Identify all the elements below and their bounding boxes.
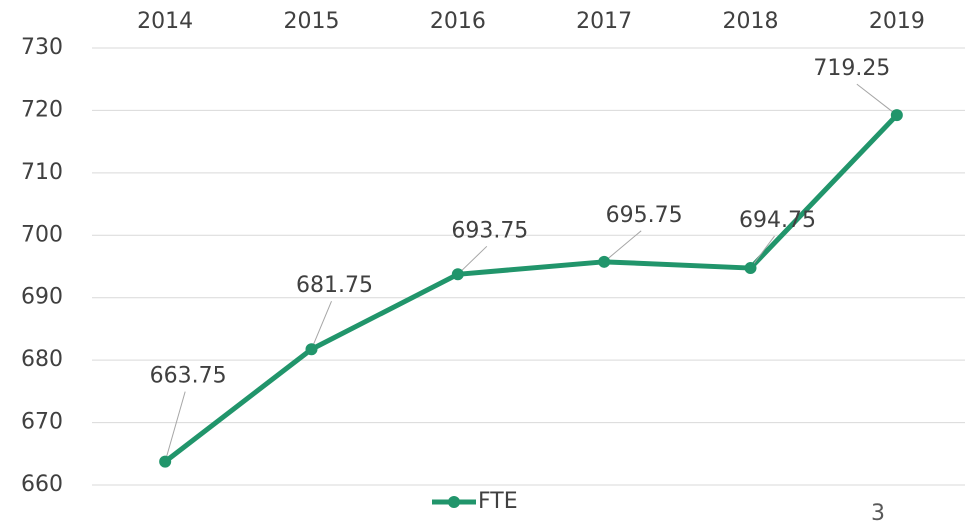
x-tick-label: 2015 — [284, 9, 340, 34]
data-label: 694.75 — [739, 208, 816, 233]
marker — [159, 455, 172, 468]
leader-line — [164, 391, 186, 462]
legend-marker — [448, 496, 460, 508]
data-label: 693.75 — [451, 218, 528, 243]
marker — [744, 262, 757, 275]
leader-line — [457, 245, 488, 275]
leader-line — [750, 235, 775, 269]
y-tick-label: 660 — [21, 472, 63, 497]
y-tick-label: 720 — [21, 97, 63, 122]
x-tick-label: 2016 — [430, 9, 486, 34]
leader-line — [311, 301, 332, 350]
y-tick-label: 670 — [21, 410, 63, 435]
marker — [305, 343, 318, 356]
y-tick-label: 710 — [21, 160, 63, 185]
series-line — [163, 113, 899, 464]
page-number: 3 — [871, 501, 885, 522]
y-tick-label: 700 — [21, 222, 63, 247]
x-tick-label: 2019 — [869, 9, 925, 34]
legend-label: FTE — [478, 489, 518, 514]
leader-line — [856, 83, 898, 116]
y-tick-label: 730 — [21, 35, 63, 60]
y-tick-label: 680 — [21, 347, 63, 372]
x-tick-label: 2014 — [137, 9, 193, 34]
marker — [451, 268, 464, 281]
data-label: 681.75 — [296, 273, 373, 298]
x-tick-label: 2017 — [576, 9, 632, 34]
x-tick-label: 2018 — [723, 9, 779, 34]
marker — [890, 109, 903, 122]
data-label: 663.75 — [150, 364, 227, 389]
data-label: 695.75 — [606, 203, 683, 228]
data-label: 719.25 — [813, 56, 890, 81]
y-tick-label: 690 — [21, 285, 63, 310]
leader-line — [603, 230, 642, 263]
marker — [598, 255, 611, 268]
